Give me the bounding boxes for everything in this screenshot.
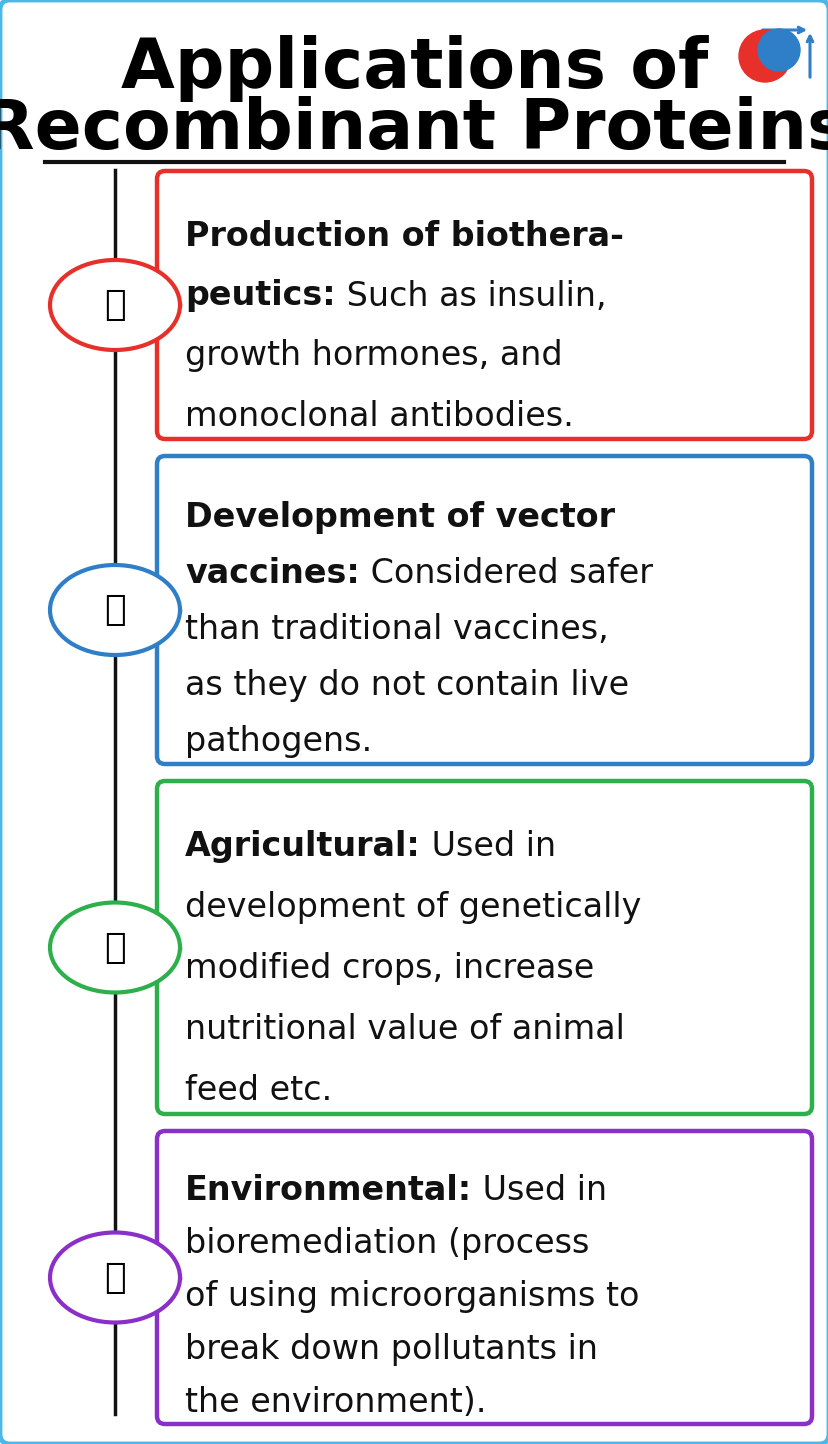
- Text: monoclonal antibodies.: monoclonal antibodies.: [185, 400, 573, 433]
- Text: Used in: Used in: [421, 830, 556, 864]
- Text: Agricultural:: Agricultural:: [185, 830, 421, 864]
- Ellipse shape: [50, 902, 180, 992]
- Text: Applications of: Applications of: [121, 35, 707, 101]
- Text: nutritional value of animal: nutritional value of animal: [185, 1014, 624, 1047]
- Text: vaccines:: vaccines:: [185, 557, 359, 591]
- Text: Development of vector: Development of vector: [185, 501, 614, 534]
- Text: Environmental:: Environmental:: [185, 1174, 472, 1207]
- Ellipse shape: [50, 1233, 180, 1323]
- Text: growth hormones, and: growth hormones, and: [185, 339, 562, 373]
- Ellipse shape: [50, 260, 180, 349]
- Circle shape: [738, 30, 790, 82]
- Text: Recombinant Proteins: Recombinant Proteins: [0, 97, 828, 163]
- FancyBboxPatch shape: [156, 170, 811, 439]
- Text: bioremediation (process: bioremediation (process: [185, 1226, 589, 1259]
- Text: Considered safer: Considered safer: [359, 557, 652, 591]
- Text: development of genetically: development of genetically: [185, 891, 641, 924]
- FancyBboxPatch shape: [156, 456, 811, 764]
- Text: modified crops, increase: modified crops, increase: [185, 953, 594, 985]
- Text: of using microorganisms to: of using microorganisms to: [185, 1279, 638, 1313]
- Text: 🌾: 🌾: [104, 930, 126, 965]
- Text: the environment).: the environment).: [185, 1386, 486, 1418]
- Text: Used in: Used in: [472, 1174, 607, 1207]
- Text: peutics:: peutics:: [185, 280, 335, 312]
- Text: 🧬: 🧬: [104, 287, 126, 322]
- Text: 💉: 💉: [104, 593, 126, 627]
- Circle shape: [757, 29, 799, 71]
- FancyBboxPatch shape: [156, 1131, 811, 1424]
- Text: Such as insulin,: Such as insulin,: [335, 280, 605, 312]
- Text: 🌍: 🌍: [104, 1261, 126, 1294]
- FancyBboxPatch shape: [156, 781, 811, 1113]
- Text: break down pollutants in: break down pollutants in: [185, 1333, 597, 1366]
- Text: feed etc.: feed etc.: [185, 1074, 332, 1108]
- Text: Production of biothera-: Production of biothera-: [185, 219, 623, 253]
- Text: pathogens.: pathogens.: [185, 725, 372, 758]
- Ellipse shape: [50, 565, 180, 656]
- Text: than traditional vaccines,: than traditional vaccines,: [185, 614, 608, 645]
- Text: as they do not contain live: as they do not contain live: [185, 669, 628, 702]
